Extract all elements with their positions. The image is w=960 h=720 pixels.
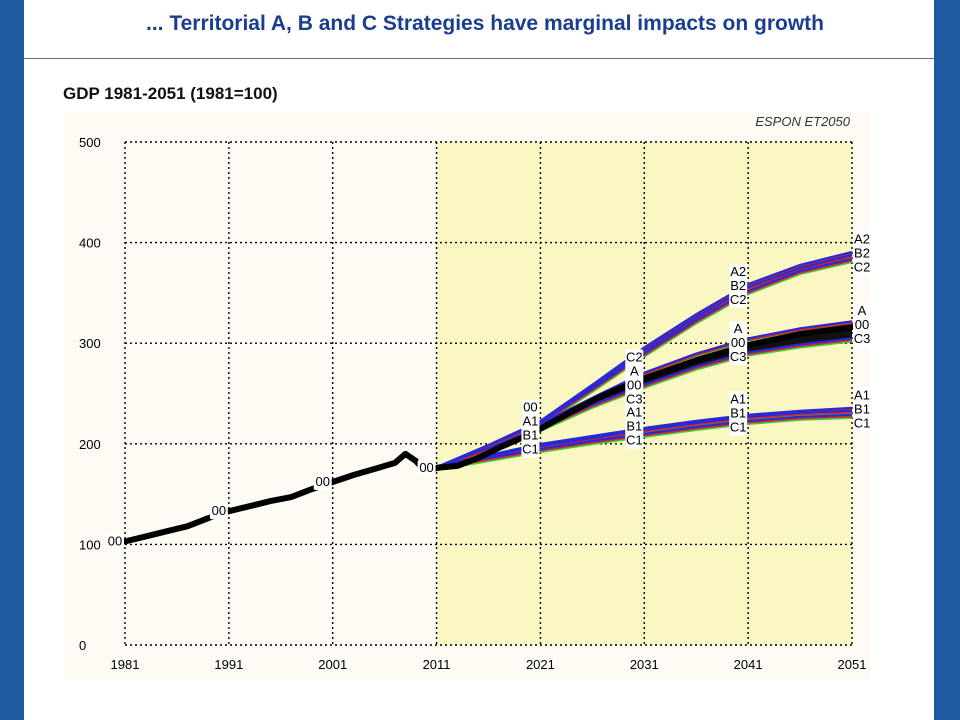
series-layer [122, 250, 855, 545]
point-label-text: C1 [730, 420, 747, 435]
point-label-text: C2 [730, 292, 747, 307]
chart-title: GDP 1981-2051 (1981=100) [63, 84, 278, 103]
y-tick-label: 100 [79, 537, 101, 552]
x-tick-label: 2011 [423, 657, 451, 672]
series-line-a1 [436, 406, 853, 468]
point-label-text: B2 [730, 278, 746, 293]
point-label-text: A [734, 321, 743, 336]
tick-labels-layer: 1981 1991 2001 2011 2021 2031 2041 2051 0 100 200 3… [79, 135, 866, 672]
point-label-text: B1 [854, 402, 870, 417]
point-label-text: C1 [854, 416, 871, 431]
point-label-text: A1 [730, 392, 746, 407]
point-label-box [729, 263, 748, 308]
y-tick-label: 300 [79, 336, 101, 351]
point-label-text: B1 [522, 428, 538, 443]
point-label-text: 00 [627, 377, 641, 392]
point-label-box [729, 391, 748, 436]
x-tick-label: 1981 [111, 657, 140, 672]
point-label-text: A [858, 303, 867, 318]
point-label-text: 00 [419, 460, 433, 475]
point-label-text: A1 [854, 388, 870, 403]
middle-band-fill [436, 322, 852, 468]
point-label-text: C1 [522, 442, 539, 457]
right-accent-bar [934, 0, 960, 720]
slide-title: ... Territorial A, B and C Strategies ha… [146, 12, 824, 35]
point-label-box [209, 503, 228, 520]
point-label-box [313, 474, 332, 491]
x-tick-label: 2021 [526, 657, 555, 672]
x-tick-label: 1991 [214, 657, 243, 672]
point-label-text: B1 [730, 406, 746, 421]
point-label-box [417, 459, 436, 476]
point-label-text: B1 [626, 419, 642, 434]
series-line-c3 [436, 337, 853, 469]
y-tick-label: 400 [79, 236, 101, 251]
point-label-text: 00 [855, 317, 869, 332]
x-tick-label: 2001 [318, 657, 347, 672]
point-label-text: A [630, 363, 639, 378]
point-label-text: B2 [854, 246, 870, 261]
point-label-box [853, 387, 871, 432]
point-label-box [625, 404, 644, 449]
point-label-text: A2 [854, 232, 870, 247]
series-line-a [436, 320, 853, 469]
gdp-chart: 0000000000A1B1C1C2A00C3A1B1C1A2B2C2A00C3… [64, 112, 871, 680]
point-label-text: C2 [626, 349, 643, 364]
series-line-c1-red [436, 415, 853, 470]
chart-watermark: ESPON ET2050 [755, 114, 850, 129]
y-tick-label: 500 [79, 135, 101, 150]
point-label-text: A1 [626, 405, 642, 420]
x-tick-label: 2031 [630, 657, 659, 672]
point-label-box [853, 303, 871, 348]
point-label-text: C2 [854, 260, 871, 275]
y-tick-label: 0 [79, 638, 86, 653]
point-label-box [729, 321, 748, 366]
point-label-text: C3 [626, 391, 643, 406]
point-label-text: 00 [731, 335, 745, 350]
point-label-text: 00 [108, 533, 122, 548]
point-label-text: 00 [523, 400, 537, 415]
point-label-box [521, 399, 540, 458]
point-label-box [853, 231, 871, 276]
series-line-c1 [436, 413, 853, 469]
left-accent-bar [0, 0, 24, 720]
point-label-text: A1 [522, 414, 538, 429]
point-label-text: 00 [212, 503, 226, 518]
point-label-box [106, 533, 124, 550]
title-divider [24, 58, 934, 59]
point-label-text: 00 [315, 474, 329, 489]
y-tick-label: 200 [79, 437, 101, 452]
series-line-a-red [436, 321, 853, 470]
point-label-text: C3 [730, 349, 747, 364]
x-tick-label: 2051 [838, 657, 867, 672]
series-line-b1 [436, 409, 853, 468]
point-label-text: C1 [626, 433, 643, 448]
point-label-text: C3 [854, 331, 871, 346]
point-labels-layer: 0000000000A1B1C1C2A00C3A1B1C1A2B2C2A00C3… [106, 232, 871, 550]
x-tick-label: 2041 [734, 657, 763, 672]
point-label-box [625, 349, 644, 408]
point-label-text: A2 [730, 264, 746, 279]
